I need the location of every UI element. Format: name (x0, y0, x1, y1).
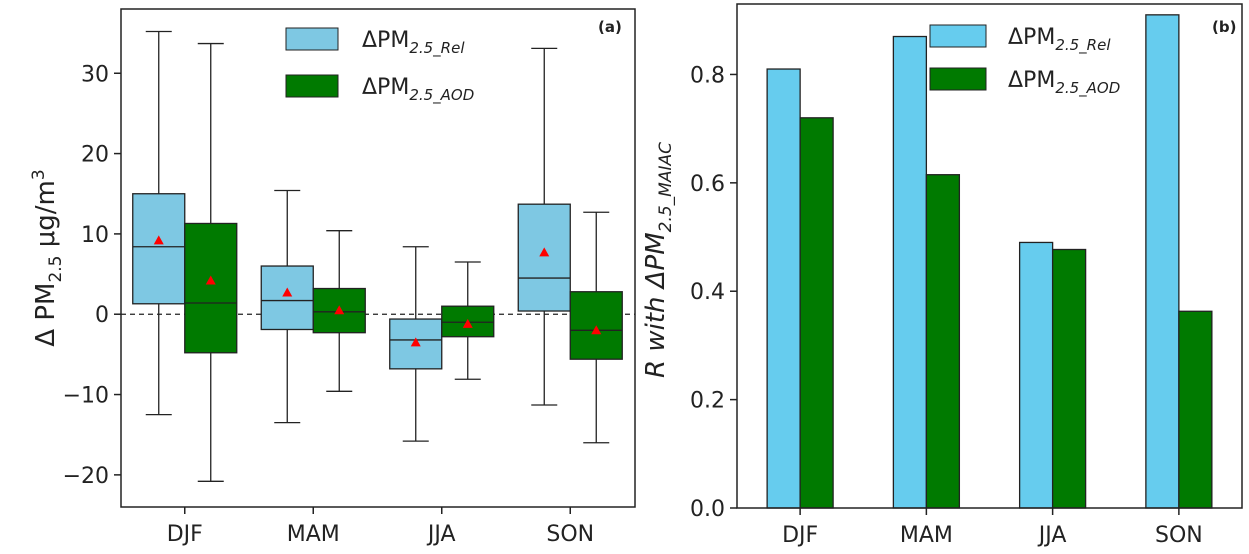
box-mean-marker (205, 275, 216, 285)
panel-b-ytick-label: 0.8 (690, 63, 725, 88)
legend-swatch-aod (929, 67, 987, 91)
svg-text:R with ΔPM2.5_MAIAC: R with ΔPM2.5_MAIAC (641, 142, 676, 378)
svg-text:Δ PM2.5 μg/m3: Δ PM2.5 μg/m3 (29, 169, 66, 346)
panel-a-xtick-label: JJA (426, 522, 456, 547)
box-mean-marker (153, 235, 164, 245)
panel-a-ylabel-sub: 2.5 (46, 256, 66, 283)
panel-a-xtick-label: SON (546, 522, 594, 547)
box-iqr (132, 193, 186, 305)
panel-b-ylabel-sub: 2.5_MAIAC (656, 142, 676, 232)
panel-a-label: (a) (598, 18, 622, 36)
bar-aod (925, 174, 961, 509)
box-mean-marker (462, 318, 473, 328)
panel-b-ylabel-main: R with ΔPM (641, 232, 671, 378)
panel-a-xtick-label: DJF (167, 522, 203, 547)
box-mean-marker (282, 287, 293, 297)
panel-b-plot: 0.0 0.2 0.4 0.6 0.8 DJF MAM JJA SON (690, 14, 1213, 548)
bar-aod (1178, 310, 1213, 509)
box-iqr (184, 222, 238, 354)
panel-b-ylabel: R with ΔPM2.5_MAIAC (641, 142, 676, 378)
panel-a-plot: −20 −10 0 10 20 30 DJF MAM JJA SON (63, 30, 635, 547)
bar-rel (892, 35, 928, 509)
panel-a-xtick-label: MAM (287, 522, 340, 547)
panel-b: 0.0 0.2 0.4 0.6 0.8 DJF MAM JJA SON (b) R with Δ… (641, 3, 1243, 548)
bar-rel (1018, 241, 1054, 509)
panel-b-xtick-label: DJF (782, 523, 818, 548)
legend-swatch-aod (285, 74, 339, 98)
panel-a-ytick-label: −10 (63, 384, 109, 409)
bar-aod (799, 117, 834, 509)
bar-rel (1145, 14, 1180, 509)
legend-swatch-rel (929, 24, 987, 48)
panel-b-ytick-label: 0.2 (690, 389, 725, 414)
panel-a-ylabel-unit: μg/m (31, 180, 61, 255)
box-mean-marker (539, 247, 550, 257)
panel-b-ytick-label: 0.4 (690, 280, 725, 305)
legend-swatch-rel (285, 27, 339, 51)
panel-a-legend: ΔPM2.5_Rel ΔPM2.5_AOD (285, 27, 474, 105)
panel-a-ylabel-main: Δ PM (31, 283, 61, 347)
box-mean-marker (591, 325, 602, 335)
panel-a-ylabel-unit-sup: 3 (29, 169, 49, 180)
panel-b-ytick-label: 0.0 (690, 497, 725, 522)
panel-b-xtick-label: SON (1155, 523, 1203, 548)
bar-rel (766, 68, 801, 509)
panel-a-ylabel: Δ PM2.5 μg/m3 (29, 169, 66, 346)
legend-label-rel: ΔPM2.5_Rel (1008, 25, 1111, 55)
panel-a-ytick-label: −20 (63, 464, 109, 489)
legend-label-aod: ΔPM2.5_AOD (1008, 68, 1120, 98)
panel-b-xtick-label: MAM (900, 523, 953, 548)
panel-a: −20 −10 0 10 20 30 DJF MAM JJA SON (a) Δ PM2.5 μg… (29, 8, 636, 547)
legend-label-rel: ΔPM2.5_Rel (362, 28, 465, 58)
panel-a-ytick-label: 30 (81, 62, 109, 87)
panel-a-ytick-label: 10 (81, 223, 109, 248)
box-mean-marker (334, 305, 345, 315)
panel-b-xtick-label: JJA (1037, 523, 1067, 548)
panel-a-ytick-label: 20 (81, 143, 109, 168)
panel-b-legend: ΔPM2.5_Rel ΔPM2.5_AOD (929, 24, 1120, 98)
panel-b-axes-frame (736, 3, 1243, 509)
box-iqr (517, 203, 571, 312)
legend-label-aod: ΔPM2.5_AOD (362, 75, 474, 105)
panel-b-label: (b) (1212, 18, 1236, 36)
panel-a-axes-frame (120, 8, 636, 508)
panel-b-ytick-label: 0.6 (690, 172, 725, 197)
box-mean-marker (410, 337, 421, 347)
box-iqr (260, 265, 314, 331)
panel-a-ytick-label: 0 (95, 303, 109, 328)
bar-aod (1051, 248, 1087, 509)
